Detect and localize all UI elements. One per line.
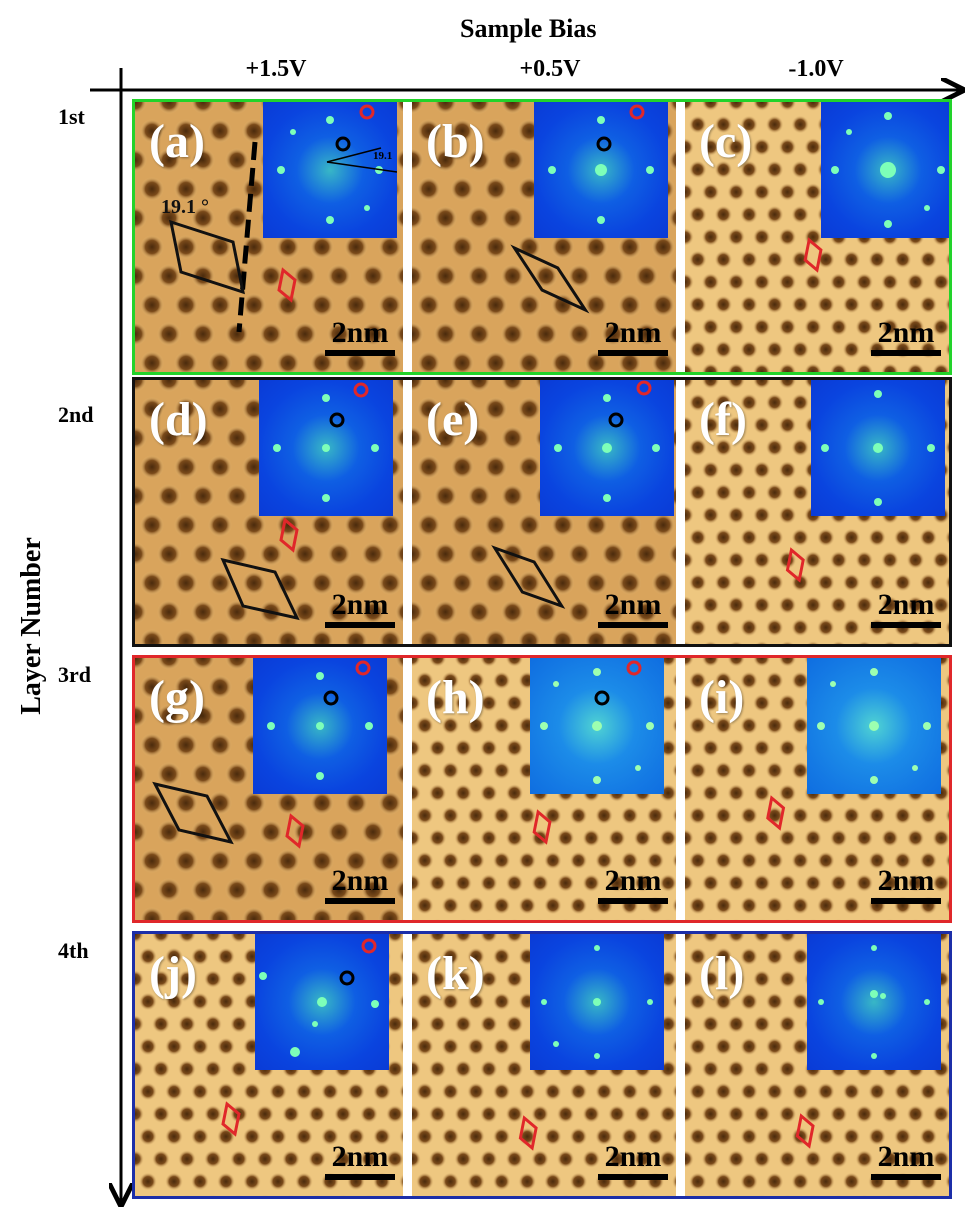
panel-k: (k) 2nm <box>408 934 676 1196</box>
bias-label-2: +0.5V <box>519 56 581 82</box>
panel-label-i: (i) <box>699 671 745 724</box>
fft-spots <box>818 945 930 1059</box>
layer-label-3: 3rd <box>58 662 91 687</box>
scale-label: 2nm <box>877 588 935 621</box>
scale-bar: 2nm <box>325 1142 395 1180</box>
x-axis-title: Sample Bias <box>460 14 597 43</box>
panel-b: (b) 2nm <box>408 102 676 372</box>
scale-bar: 2nm <box>325 590 395 628</box>
fft-inset <box>259 380 393 516</box>
layer-4-row: (j) 2nm (k) 2nm <box>132 931 952 1199</box>
panel-i: (i) 2nm <box>681 658 949 920</box>
fft-spots <box>831 112 945 228</box>
scale-label: 2nm <box>331 1140 389 1173</box>
panel-label-h: (h) <box>426 671 485 724</box>
scale-bar: 2nm <box>325 866 395 904</box>
panel-label-l: (l) <box>699 947 745 1000</box>
fft-spots <box>259 938 379 1057</box>
scale-bar: 2nm <box>871 1142 941 1180</box>
panel-label-d: (d) <box>149 393 208 446</box>
scale-bar: 2nm <box>871 318 941 356</box>
fft-inset <box>807 934 941 1070</box>
fft-spots <box>554 380 660 502</box>
panel-label-j: (j) <box>149 947 197 1000</box>
layer-label-1: 1st <box>58 104 85 129</box>
fft-inset <box>530 658 664 794</box>
panel-l: (l) 2nm <box>681 934 949 1196</box>
fft-spots <box>541 945 653 1059</box>
layer-1-row: 19.1 (a) 19.1 ° 2nm (b) 2nm <box>132 99 952 375</box>
bias-label-3: -1.0V <box>788 56 844 82</box>
fft-angle-label: 19.1 <box>373 150 393 162</box>
panel-label-k: (k) <box>426 947 485 1000</box>
fft-inset <box>821 102 949 238</box>
fft-spots <box>548 104 654 224</box>
scale-bar: 2nm <box>871 590 941 628</box>
scale-label: 2nm <box>877 316 935 349</box>
bias-label-1: +1.5V <box>245 56 307 82</box>
scale-bar: 2nm <box>598 318 668 356</box>
fft-spots <box>821 390 935 506</box>
panel-g: (g) 2nm <box>135 658 403 920</box>
scale-label: 2nm <box>877 864 935 897</box>
panel-c: (c) 2nm <box>681 102 949 372</box>
scale-bar: 2nm <box>871 866 941 904</box>
fft-inset <box>807 658 941 794</box>
scale-label: 2nm <box>604 864 662 897</box>
fft-spots <box>277 104 398 224</box>
fft-inset <box>540 380 674 516</box>
layer-label-4: 4th <box>58 938 89 963</box>
fft-spots <box>817 668 931 784</box>
scale-label: 2nm <box>331 588 389 621</box>
fft-inset <box>255 934 389 1070</box>
scale-label: 2nm <box>604 588 662 621</box>
angle-label: 19.1 ° <box>161 196 209 218</box>
fft-inset <box>530 934 664 1070</box>
panel-h: (h) 2nm <box>408 658 676 920</box>
fft-inset <box>811 380 945 516</box>
panel-j: (j) 2nm <box>135 934 403 1196</box>
layer-2-row: (d) 2nm (e) 2nm <box>132 377 952 647</box>
fft-spots <box>540 660 654 784</box>
panel-label-b: (b) <box>426 115 485 168</box>
fft-inset: 19.1 <box>263 102 398 238</box>
scale-label: 2nm <box>604 316 662 349</box>
panel-label-e: (e) <box>426 393 480 446</box>
panel-label-a: (a) <box>149 115 205 168</box>
y-axis-title: Layer Number <box>16 537 47 715</box>
scale-bar: 2nm <box>598 590 668 628</box>
panel-e: (e) 2nm <box>408 380 676 644</box>
fft-inset <box>534 102 668 238</box>
scale-bar: 2nm <box>598 866 668 904</box>
panel-f: (f) 2nm <box>681 380 949 644</box>
panel-a: 19.1 (a) 19.1 ° 2nm <box>135 102 403 372</box>
fft-inset <box>253 658 387 794</box>
layer-3-row: (g) 2nm (h) 2nm <box>132 655 952 923</box>
fft-spots <box>273 382 379 502</box>
scale-bar: 2nm <box>325 318 395 356</box>
panel-label-g: (g) <box>149 671 205 724</box>
layer-label-2: 2nd <box>58 402 94 427</box>
scale-label: 2nm <box>331 316 389 349</box>
scale-label: 2nm <box>331 864 389 897</box>
panel-label-c: (c) <box>699 115 753 168</box>
panel-label-f: (f) <box>699 393 747 446</box>
scale-bar: 2nm <box>598 1142 668 1180</box>
scale-label: 2nm <box>877 1140 935 1173</box>
scale-label: 2nm <box>604 1140 662 1173</box>
fft-spots <box>267 660 373 780</box>
panel-d: (d) 2nm <box>135 380 403 644</box>
